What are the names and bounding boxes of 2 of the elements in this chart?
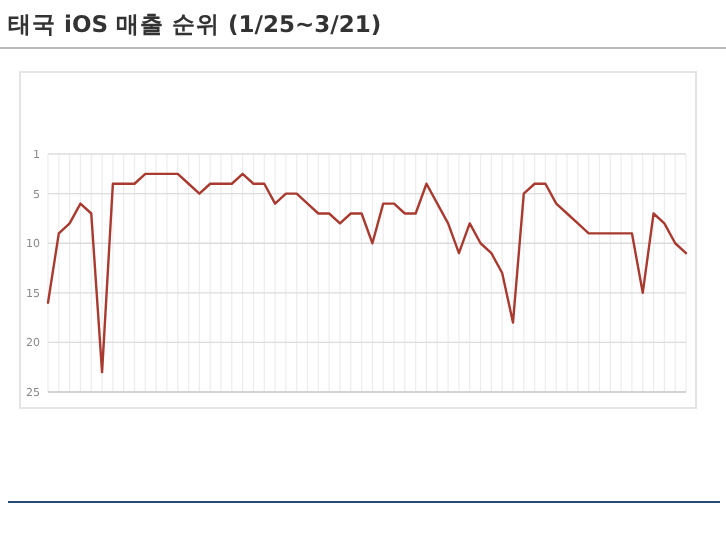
chart-title: 태국 iOS 매출 순위 (1/25~3/21) <box>8 10 382 38</box>
line-series <box>46 172 688 374</box>
